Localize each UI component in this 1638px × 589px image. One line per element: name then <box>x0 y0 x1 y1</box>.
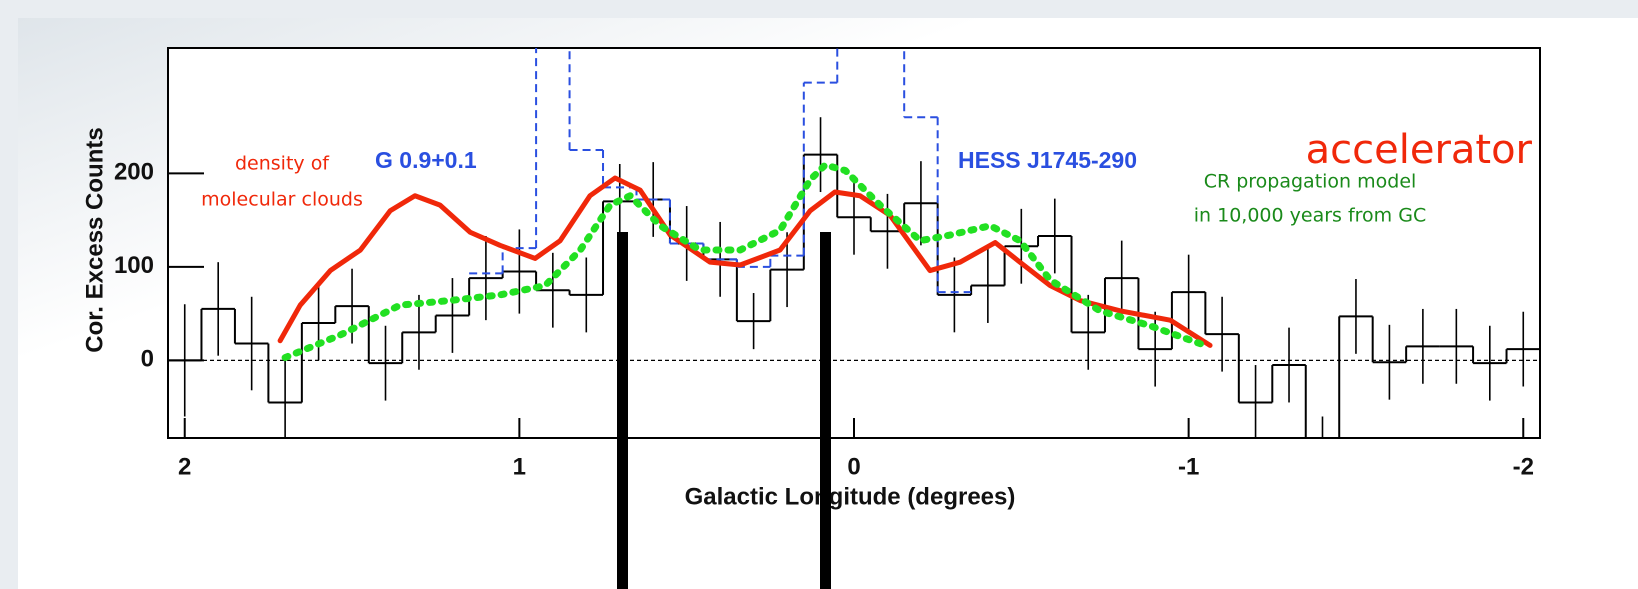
y-tick-label: 0 <box>141 346 154 373</box>
y-tick-label: 200 <box>114 159 154 186</box>
marker-bar <box>617 232 628 589</box>
annotation: density of <box>235 153 330 175</box>
x-axis-title: Galactic Longitude (degrees) <box>685 483 1016 510</box>
model-curve <box>277 175 1213 348</box>
plot-area <box>168 48 1540 438</box>
y-axis-title: Cor. Excess Counts <box>81 127 108 352</box>
marker-bar <box>820 232 831 589</box>
annotation: HESS J1745-290 <box>958 147 1137 173</box>
annotation: molecular clouds <box>201 189 363 211</box>
annotation: G 0.9+0.1 <box>375 147 477 173</box>
x-tick-label: 1 <box>513 453 526 480</box>
annotation: CR propagation model <box>1204 171 1417 193</box>
y-tick-label: 100 <box>114 252 154 279</box>
x-tick-label: 0 <box>847 453 860 480</box>
annotation: in 10,000 years from GC <box>1194 205 1426 227</box>
model-curve <box>281 161 1209 362</box>
x-tick-label: -1 <box>1178 453 1199 480</box>
x-tick-label: -2 <box>1513 453 1534 480</box>
x-tick-label: 2 <box>178 453 191 480</box>
annotation: accelerator <box>1306 127 1533 173</box>
axes: 0 100 200 2 1 0 -1 -2 <box>114 159 1534 481</box>
